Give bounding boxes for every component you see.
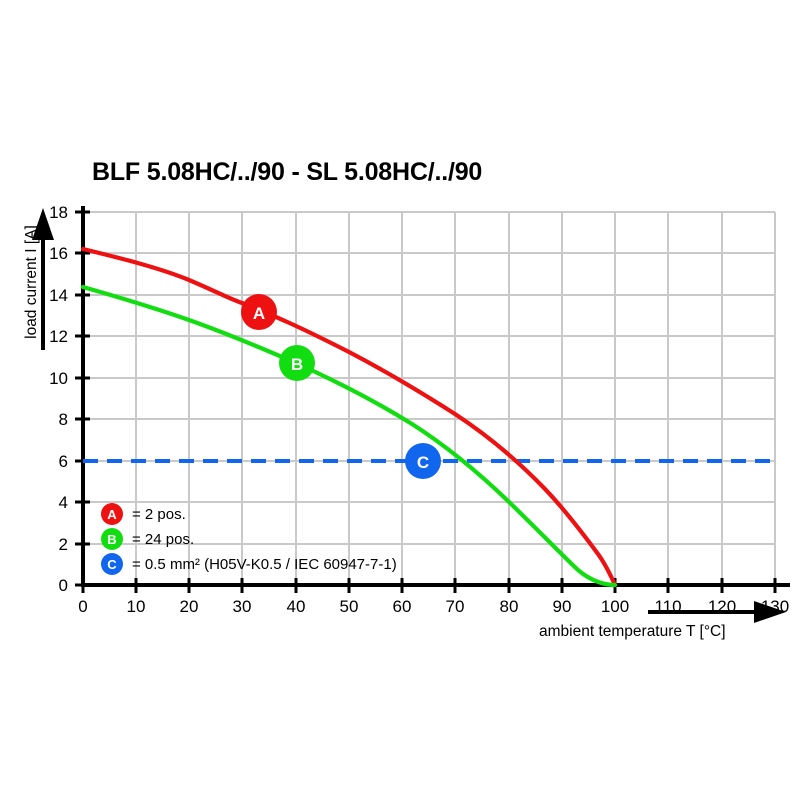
x-tick-label: 130 [760, 597, 790, 616]
series-b-curve [80, 284, 618, 588]
legend-badge-c: C [101, 553, 123, 575]
x-tick-label: 100 [600, 597, 630, 616]
svg-text:B: B [291, 355, 303, 374]
y-tick-label: 18 [49, 203, 68, 222]
marker-b: B [279, 345, 315, 381]
x-tick-label: 80 [499, 597, 519, 616]
x-axis-title: ambient temperature T [°C] [539, 623, 726, 640]
svg-text:A: A [253, 304, 265, 323]
x-tick-label: 10 [126, 597, 146, 616]
x-tick-label: 30 [232, 597, 252, 616]
y-tick-label: 4 [58, 493, 68, 512]
legend-item-a: A = 2 pos. [101, 503, 186, 525]
marker-c: C [405, 443, 441, 479]
x-tick-label: 110 [654, 597, 682, 616]
legend-item-c: C = 0.5 mm² (H05V-K0.5 / IEC 60947-7-1) [101, 553, 397, 575]
x-axis-ticks [81, 578, 777, 593]
legend-badge-a: A [101, 503, 123, 525]
legend-label-a: = 2 pos. [132, 505, 186, 523]
y-tick-label: 14 [49, 286, 68, 305]
series-a-curve [80, 246, 618, 588]
x-tick-label: 0 [78, 597, 88, 616]
y-tick-label: 2 [58, 535, 68, 554]
x-tick-label: 120 [707, 597, 737, 616]
y-axis-title: load current I [A] [23, 225, 40, 339]
x-tick-label: 90 [552, 597, 572, 616]
x-tick-label: 60 [392, 597, 412, 616]
legend-label-b: = 24 pos. [132, 530, 195, 548]
y-tick-label: 12 [49, 327, 68, 346]
x-tick-label: 50 [339, 597, 359, 616]
grid-horizontal [83, 211, 775, 545]
y-tick-label: 6 [58, 452, 68, 471]
grid-vertical [135, 212, 776, 585]
y-tick-label: 8 [58, 410, 68, 429]
legend-badge-b: B [101, 528, 123, 550]
svg-text:C: C [417, 453, 429, 472]
x-axis-arrow-icon [648, 601, 786, 623]
axis-lines [81, 206, 790, 587]
y-axis-arrow-icon [32, 208, 54, 350]
y-tick-label: 10 [49, 369, 68, 388]
y-tick-label: 16 [49, 244, 68, 263]
legend-label-c: = 0.5 mm² (H05V-K0.5 / IEC 60947-7-1) [132, 555, 397, 573]
legend-item-b: B = 24 pos. [101, 528, 194, 550]
x-tick-label: 70 [445, 597, 465, 616]
page-title: BLF 5.08HC/../90 - SL 5.08HC/../90 [92, 158, 483, 186]
marker-a: A [241, 294, 277, 330]
x-tick-label: 20 [179, 597, 199, 616]
x-tick-label: 40 [286, 597, 306, 616]
y-tick-label: 0 [58, 576, 68, 595]
